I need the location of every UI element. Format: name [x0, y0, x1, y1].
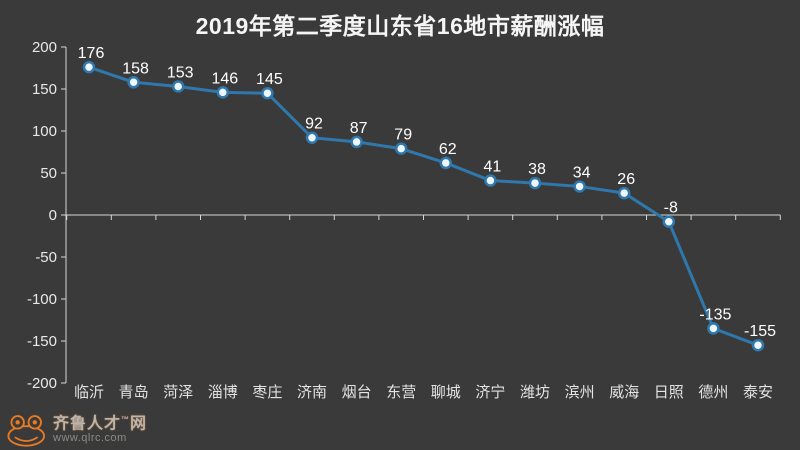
brand-url: www.qlrc.com	[53, 432, 127, 445]
value-label: 62	[439, 141, 457, 158]
x-category-label: 青岛	[119, 384, 149, 401]
y-tick-label: -150	[27, 333, 57, 350]
value-label: -135	[699, 306, 731, 323]
x-category-label: 淄博	[208, 384, 238, 401]
value-label: 87	[350, 120, 368, 137]
y-tick-label: 200	[32, 39, 57, 56]
x-category-label: 泰安	[743, 384, 773, 401]
data-point	[662, 215, 676, 228]
data-point	[216, 86, 230, 99]
x-category-label: 日照	[654, 384, 684, 401]
data-point	[484, 174, 497, 187]
data-point	[617, 186, 631, 200]
trademark-mark: ™	[121, 415, 131, 425]
value-label: 41	[484, 159, 502, 176]
chart-title: 2019年第二季度山东省16地市薪酬涨幅	[195, 13, 605, 39]
y-tick-label: 50	[40, 165, 57, 182]
x-category-label: 临沂	[74, 384, 104, 401]
data-point	[305, 131, 319, 144]
x-category-label: 聊城	[431, 384, 461, 401]
data-point	[394, 142, 408, 155]
x-category-label: 菏泽	[163, 384, 193, 401]
value-label: -155	[744, 323, 776, 340]
value-label: 153	[167, 64, 194, 81]
value-label: 158	[122, 60, 149, 77]
data-point	[439, 156, 453, 170]
data-point	[528, 176, 542, 190]
data-point	[127, 76, 140, 89]
x-category-label: 济南	[297, 384, 327, 401]
data-point	[707, 322, 720, 335]
brand-name-text: 齐鲁人才	[53, 415, 122, 433]
x-category-label: 滨州	[565, 384, 595, 401]
x-category-label: 枣庄	[252, 383, 282, 401]
data-point	[171, 80, 185, 93]
y-tick-label: 150	[32, 81, 57, 98]
brand-name-suffix: 网	[130, 415, 148, 433]
value-label: 79	[394, 127, 412, 144]
data-point	[573, 180, 586, 193]
value-label: -8	[664, 200, 678, 217]
data-point	[82, 60, 96, 74]
value-label: 26	[617, 171, 635, 188]
y-tick-label: -50	[35, 249, 57, 266]
y-tick-label: 100	[32, 123, 57, 140]
frog-mascot-icon	[7, 415, 46, 447]
value-label: 146	[211, 70, 238, 87]
value-label: 38	[528, 161, 546, 178]
data-point	[350, 135, 363, 149]
data-point	[261, 86, 274, 100]
x-category-label: 烟台	[342, 384, 372, 401]
series-line	[87, 65, 760, 347]
y-tick-label: -200	[27, 375, 57, 392]
x-category-label: 东营	[386, 384, 416, 401]
x-category-label: 德州	[698, 383, 728, 401]
y-tick-label: 0	[49, 207, 57, 224]
value-label: 92	[305, 116, 323, 133]
value-label: 145	[256, 71, 283, 88]
x-category-label: 潍坊	[520, 384, 550, 401]
value-label: 34	[573, 164, 591, 181]
x-category-label: 济宁	[475, 384, 505, 401]
data-point	[751, 338, 765, 352]
x-category-label: 威海	[609, 384, 639, 401]
value-label: 176	[78, 45, 105, 62]
brand-logo: 齐鲁人才™网 www.qlrc.com	[6, 414, 147, 447]
y-tick-label: -100	[27, 291, 57, 308]
brand-name: 齐鲁人才™网	[53, 415, 148, 433]
